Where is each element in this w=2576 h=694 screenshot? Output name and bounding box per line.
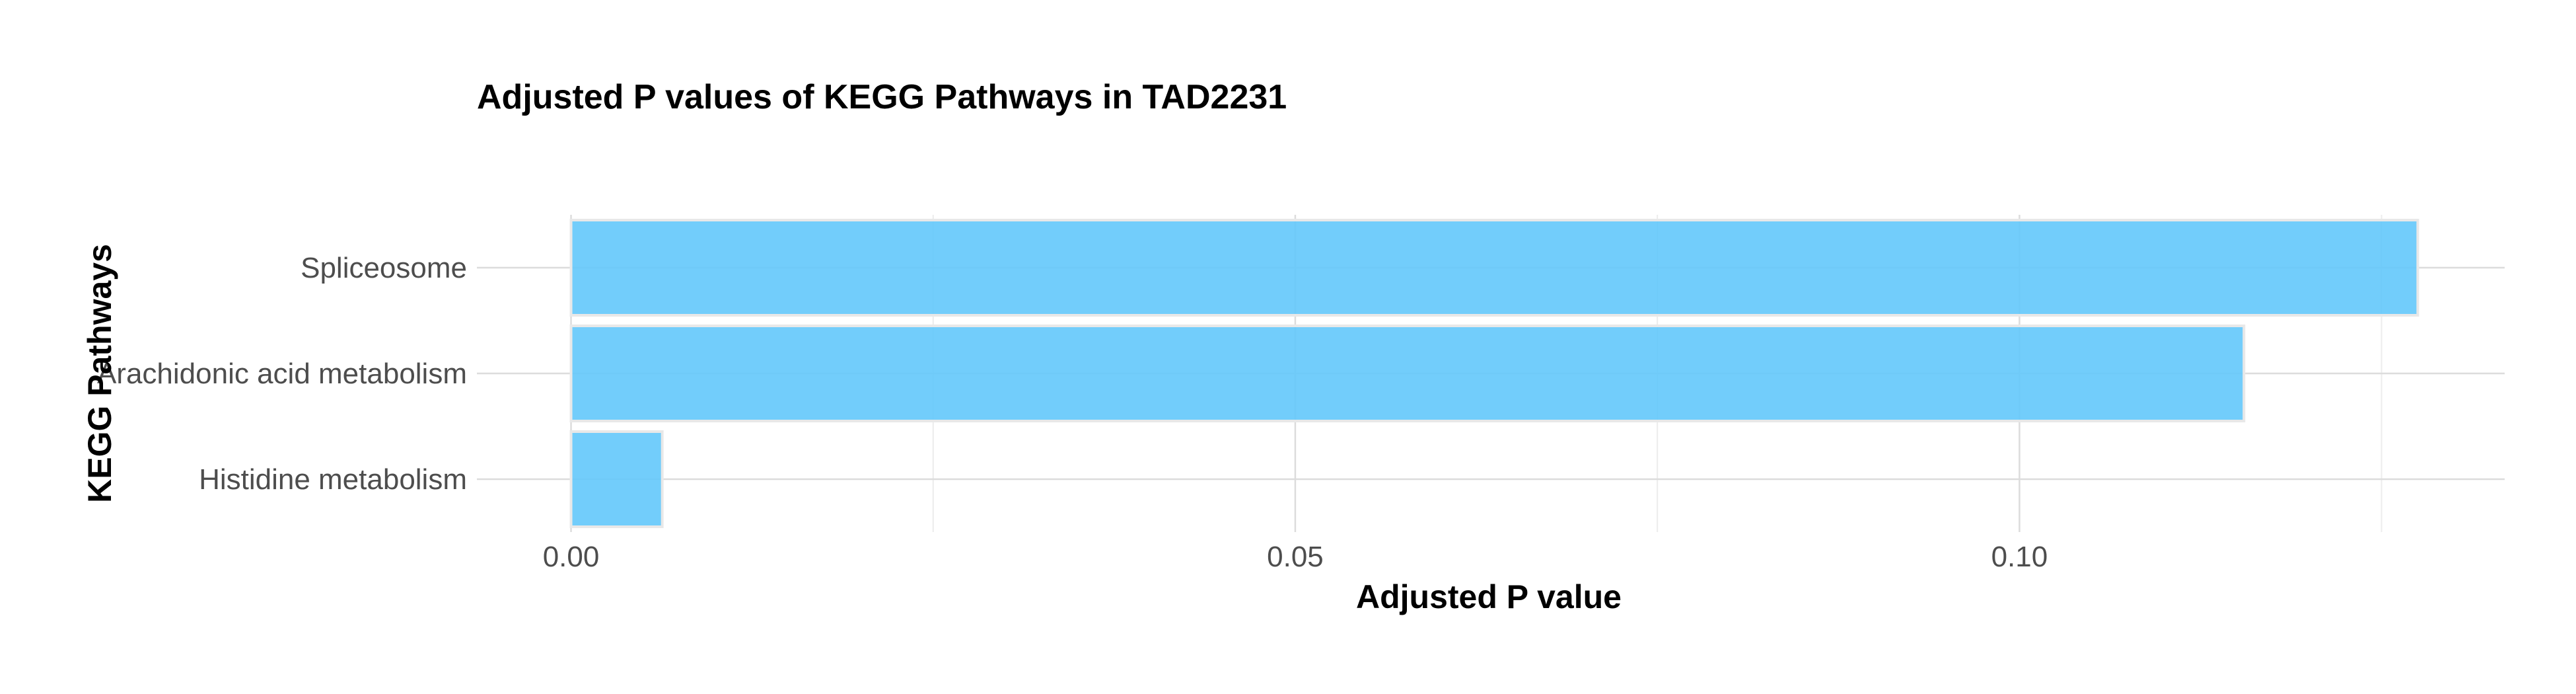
x-axis-title: Adjusted P value <box>1356 578 1622 615</box>
bar <box>569 325 2246 422</box>
x-tick-label: 0.05 <box>1267 541 1324 573</box>
y-axis-title: KEGG Pathways <box>81 244 118 503</box>
bars <box>569 219 2419 528</box>
bar <box>569 219 2419 317</box>
y-tick-labels: Spliceosome Arachidonic acid metabolism Hi… <box>97 252 467 496</box>
y-tick-label: Arachidonic acid metabolism <box>97 358 467 390</box>
x-tick-labels: 0.00 0.05 0.10 <box>543 541 2048 573</box>
chart-title: Adjusted P values of KEGG Pathways in TA… <box>477 78 1287 116</box>
y-tick-label: Spliceosome <box>301 252 467 284</box>
bar <box>569 430 664 528</box>
x-tick-label: 0.00 <box>543 541 600 573</box>
x-tick-label: 0.10 <box>1991 541 2048 573</box>
y-tick-label: Histidine metabolism <box>199 463 467 496</box>
